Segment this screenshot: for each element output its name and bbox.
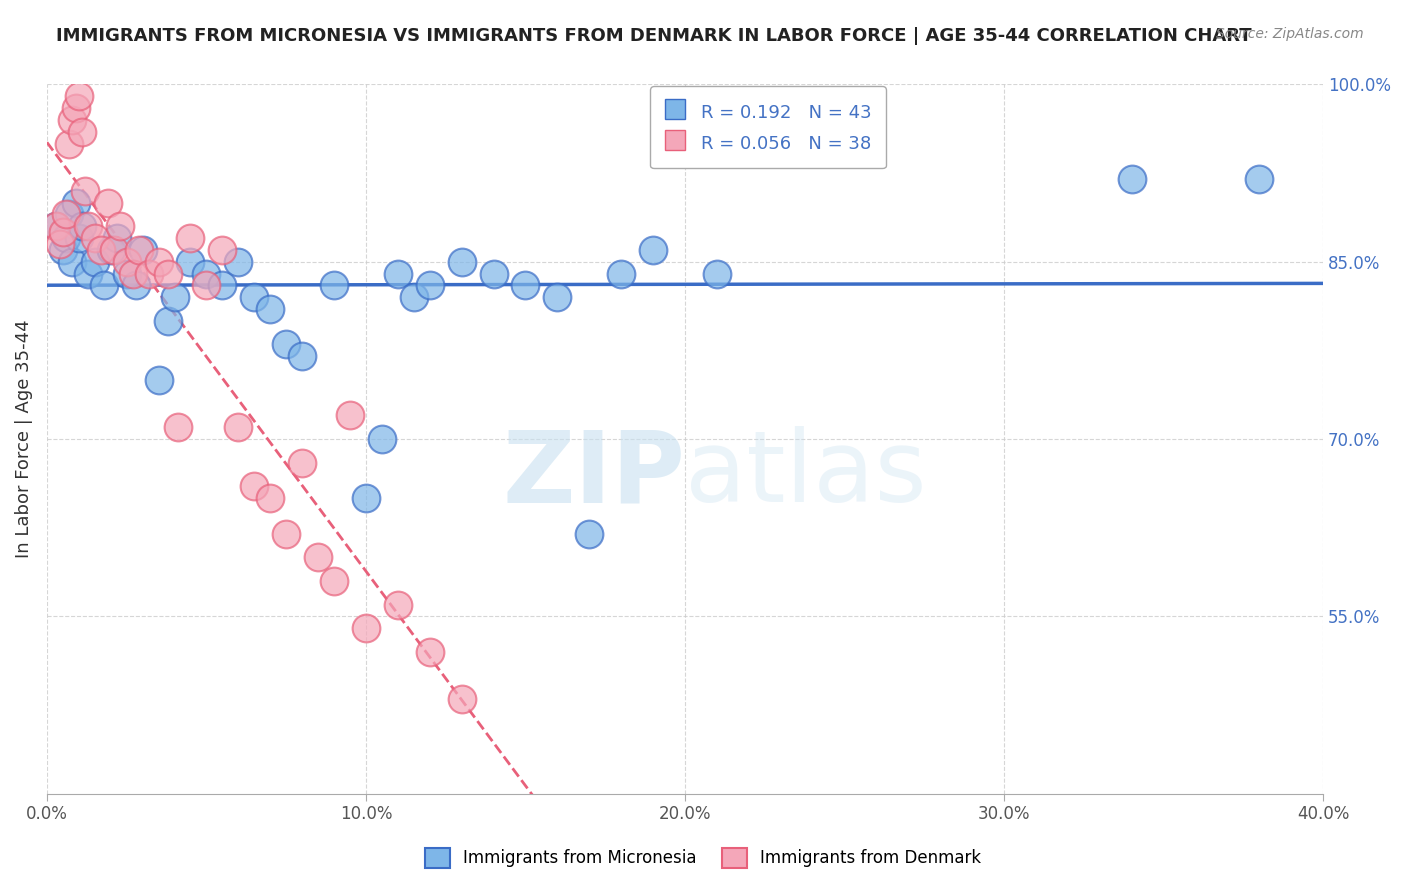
Y-axis label: In Labor Force | Age 35-44: In Labor Force | Age 35-44 [15,319,32,558]
Point [110,219,132,234]
Point [115,254,138,268]
Point [195,278,218,293]
Point [276,526,298,541]
Point [83,254,105,268]
Point [65,195,87,210]
Point [610,267,633,281]
Point [75,184,97,198]
Point [52,243,75,257]
Point [131,243,153,257]
Legend: Immigrants from Micronesia, Immigrants from Denmark: Immigrants from Micronesia, Immigrants f… [418,841,988,875]
Point [211,278,233,293]
Point [77,267,100,281]
Point [482,267,505,281]
Point [105,231,128,245]
Text: atlas: atlas [685,426,927,523]
Point [243,479,266,493]
Point [419,645,441,659]
Point [70,219,93,234]
Point [67,89,90,103]
Point [90,243,112,257]
Point [371,432,394,446]
Point [128,243,150,257]
Point [122,267,145,281]
Point [62,254,84,268]
Point [45,219,67,234]
Point [515,278,537,293]
Point [62,112,84,127]
Legend: R = 0.192   N = 43, R = 0.056   N = 38: R = 0.192 N = 43, R = 0.056 N = 38 [650,87,886,169]
Point [52,225,75,239]
Point [163,290,186,304]
Point [48,237,70,252]
Point [276,337,298,351]
Point [291,456,314,470]
Text: IMMIGRANTS FROM MICRONESIA VS IMMIGRANTS FROM DENMARK IN LABOR FORCE | AGE 35-44: IMMIGRANTS FROM MICRONESIA VS IMMIGRANTS… [56,27,1251,45]
Text: ZIP: ZIP [502,426,685,523]
Point [179,254,201,268]
Point [323,574,346,588]
Point [1249,172,1271,186]
Point [115,267,138,281]
Point [706,267,728,281]
Point [211,243,233,257]
Point [228,254,250,268]
Point [83,231,105,245]
Point [100,243,122,257]
Point [643,243,665,257]
Point [125,278,148,293]
Point [1121,172,1143,186]
Point [157,314,180,328]
Point [259,301,281,316]
Point [354,621,377,635]
Point [419,278,441,293]
Point [323,278,346,293]
Point [450,254,472,268]
Point [93,278,115,293]
Point [45,219,67,234]
Point [77,219,100,234]
Point [166,420,188,434]
Point [148,373,170,387]
Point [148,254,170,268]
Point [450,692,472,706]
Point [546,290,568,304]
Text: Source: ZipAtlas.com: Source: ZipAtlas.com [1216,27,1364,41]
Point [307,550,329,565]
Point [339,409,361,423]
Point [138,267,160,281]
Point [402,290,425,304]
Point [354,491,377,505]
Point [157,267,180,281]
Point [578,526,600,541]
Point [65,101,87,115]
Point [179,231,201,245]
Point [58,207,80,221]
Point [103,243,125,257]
Point [387,267,409,281]
Point [387,598,409,612]
Point [58,136,80,151]
Point [291,349,314,363]
Point [228,420,250,434]
Point [55,207,77,221]
Point [195,267,218,281]
Point [96,195,118,210]
Point [55,231,77,245]
Point [259,491,281,505]
Point [67,231,90,245]
Point [243,290,266,304]
Point [70,125,93,139]
